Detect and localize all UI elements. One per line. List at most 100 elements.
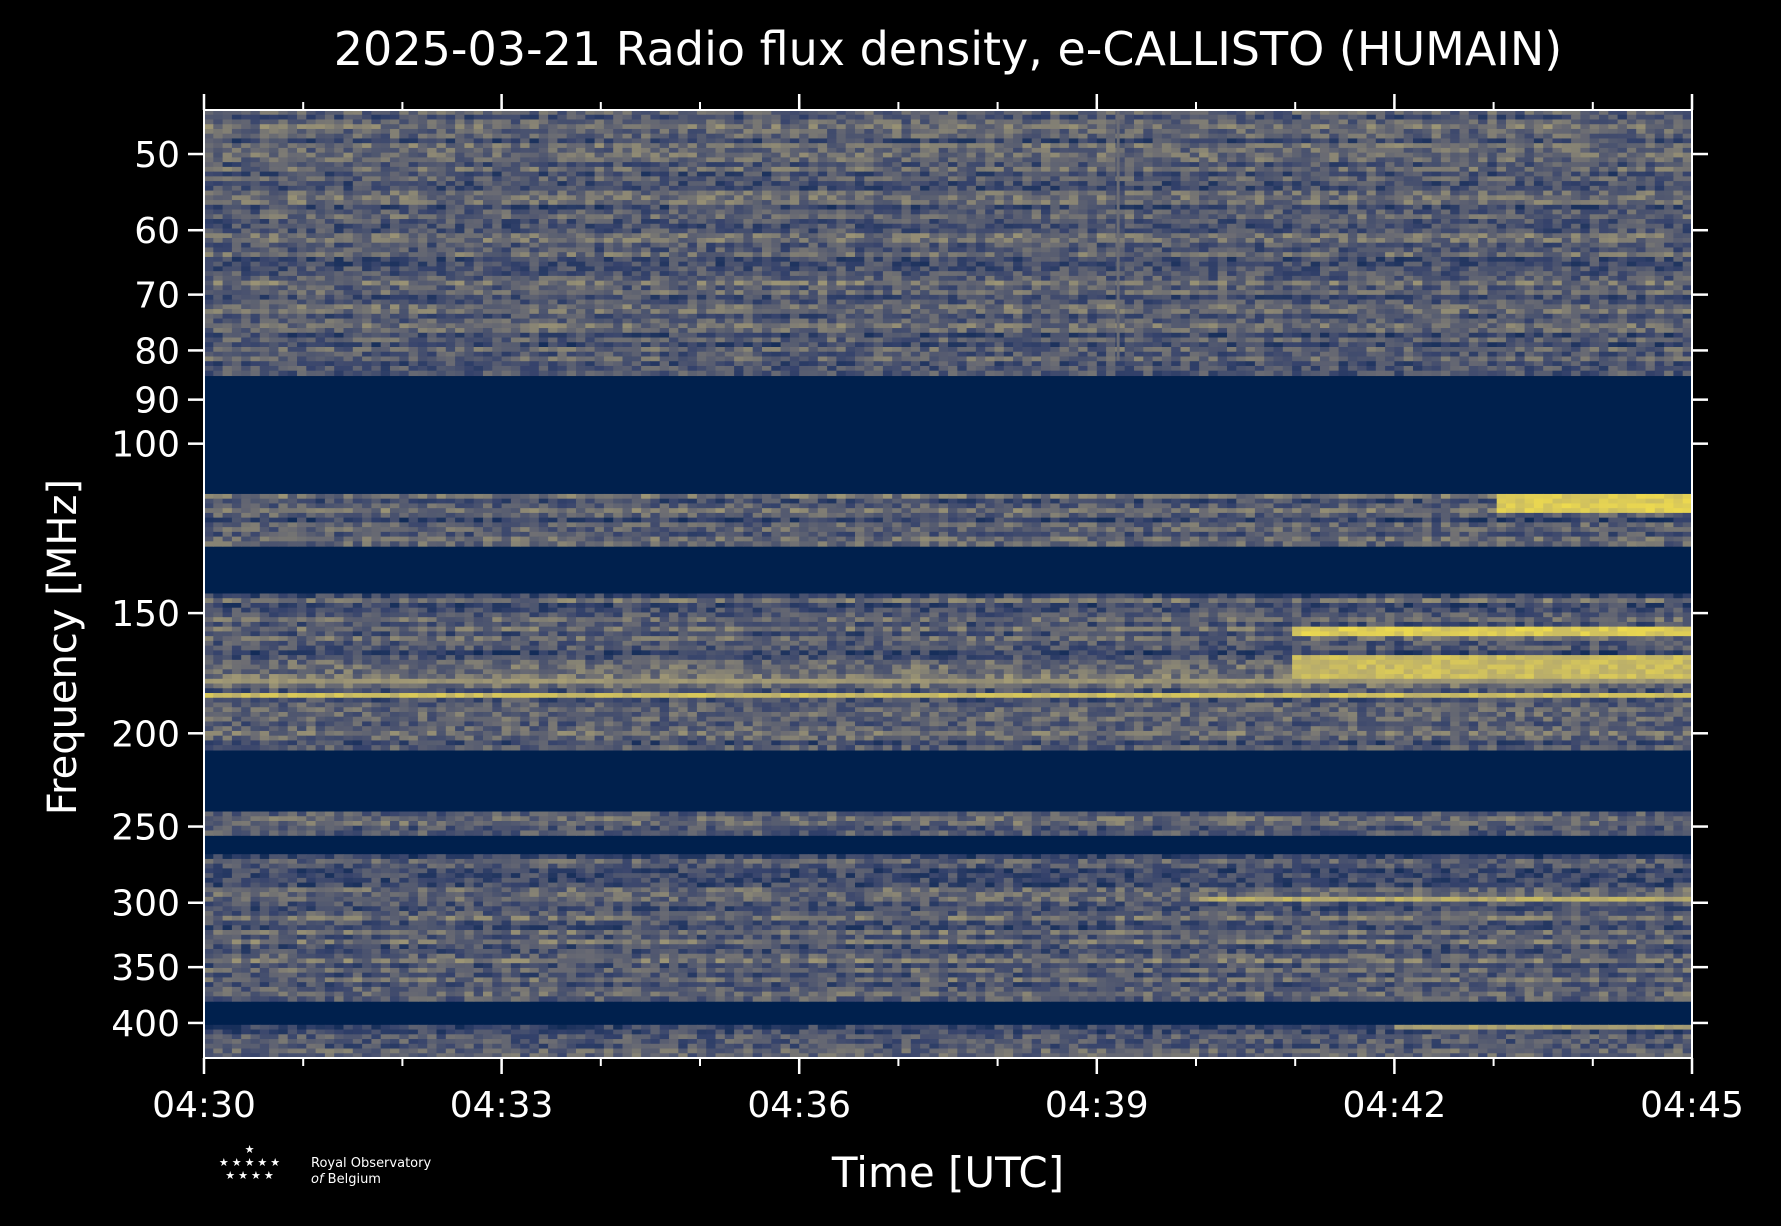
heatmap-cell — [1525, 186, 1535, 191]
heatmap-cell — [1041, 200, 1051, 205]
heatmap-cell — [427, 157, 437, 162]
heatmap-cell — [1162, 134, 1172, 139]
heatmap-cell — [1553, 219, 1563, 224]
heatmap-cell — [269, 143, 279, 148]
heatmap-cell — [1060, 233, 1070, 238]
heatmap-cell — [743, 247, 753, 252]
heatmap-cell — [1097, 172, 1107, 177]
heatmap-cell — [399, 153, 409, 158]
heatmap-cell — [1422, 186, 1432, 191]
heatmap-cell — [743, 162, 753, 167]
heatmap-cell — [1553, 143, 1563, 148]
heatmap-cell — [967, 124, 977, 129]
heatmap-cell — [1097, 229, 1107, 234]
heatmap-cell — [1664, 195, 1674, 200]
heatmap-cell — [1311, 243, 1321, 248]
heatmap-cell — [697, 238, 707, 243]
heatmap-cell — [241, 176, 251, 181]
heatmap-cell — [1534, 162, 1544, 167]
heatmap-cell — [1413, 148, 1423, 153]
heatmap-cell — [1348, 214, 1358, 219]
heatmap-cell — [1069, 162, 1079, 167]
heatmap-cell — [892, 191, 902, 196]
heatmap-cell — [1143, 200, 1153, 205]
heatmap-cell — [1478, 247, 1488, 252]
heatmap-cell — [464, 157, 474, 162]
heatmap-cell — [1422, 224, 1432, 229]
heatmap-cell — [1487, 219, 1497, 224]
heatmap-cell — [567, 172, 577, 177]
heatmap-cell — [1274, 191, 1284, 196]
heatmap-cell — [306, 252, 316, 257]
heatmap-cell — [297, 257, 307, 262]
heatmap-cell — [632, 119, 642, 124]
heatmap-cell — [976, 205, 986, 210]
heatmap-cell — [1469, 181, 1479, 186]
heatmap-cell — [929, 229, 939, 234]
heatmap-cell — [595, 214, 605, 219]
heatmap-cell — [418, 167, 428, 172]
heatmap-cell — [883, 162, 893, 167]
heatmap-cell — [1292, 214, 1302, 219]
heatmap-cell — [464, 167, 474, 172]
heatmap-cell — [1553, 172, 1563, 177]
heatmap-cell — [474, 229, 484, 234]
heatmap-cell — [1432, 148, 1442, 153]
heatmap-cell — [790, 219, 800, 224]
heatmap-cell — [1134, 138, 1144, 143]
heatmap-cell — [353, 210, 363, 215]
heatmap-cell — [1460, 191, 1470, 196]
heatmap-cell — [1339, 243, 1349, 248]
heatmap-cell — [1497, 200, 1507, 205]
heatmap-cell — [213, 252, 223, 257]
heatmap-cell — [688, 200, 698, 205]
heatmap-cell — [1255, 143, 1265, 148]
heatmap-cell — [1041, 243, 1051, 248]
heatmap-cell — [1329, 247, 1339, 252]
heatmap-cell — [288, 176, 298, 181]
heatmap-cell — [762, 153, 772, 158]
heatmap-cell — [1097, 200, 1107, 205]
heatmap-cell — [957, 224, 967, 229]
heatmap-cell — [781, 195, 791, 200]
heatmap-cell — [985, 148, 995, 153]
heatmap-cell — [1106, 219, 1116, 224]
heatmap-cell — [306, 205, 316, 210]
heatmap-cell — [260, 148, 270, 153]
heatmap-cell — [455, 257, 465, 262]
heatmap-cell — [455, 205, 465, 210]
heatmap-cell — [1041, 148, 1051, 153]
heatmap-cell — [530, 176, 540, 181]
heatmap-cell — [1246, 115, 1256, 120]
heatmap-cell — [864, 200, 874, 205]
heatmap-cell — [1385, 191, 1395, 196]
heatmap-cell — [474, 195, 484, 200]
heatmap-cell — [492, 129, 502, 134]
spectrogram-heatmap — [204, 110, 1693, 1059]
heatmap-cell — [269, 233, 279, 238]
heatmap-cell — [1060, 129, 1070, 134]
heatmap-cell — [1125, 172, 1135, 177]
heatmap-cell — [883, 172, 893, 177]
heatmap-cell — [520, 257, 530, 262]
heatmap-cell — [948, 181, 958, 186]
heatmap-cell — [781, 214, 791, 219]
heatmap-cell — [911, 243, 921, 248]
heatmap-cell — [1311, 129, 1321, 134]
heatmap-cell — [595, 129, 605, 134]
heatmap-cell — [1181, 200, 1191, 205]
heatmap-cell — [781, 233, 791, 238]
heatmap-cell — [1543, 124, 1553, 129]
heatmap-cell — [1255, 252, 1265, 257]
heatmap-cell — [623, 191, 633, 196]
heatmap-cell — [1181, 124, 1191, 129]
heatmap-cell — [204, 124, 214, 129]
heatmap-cell — [967, 176, 977, 181]
heatmap-cell — [641, 153, 651, 158]
heatmap-cell — [1208, 224, 1218, 229]
heatmap-cell — [1134, 195, 1144, 200]
heatmap-cell — [753, 210, 763, 215]
heatmap-cell — [1199, 176, 1209, 181]
heatmap-cell — [1022, 243, 1032, 248]
heatmap-cell — [1525, 247, 1535, 252]
